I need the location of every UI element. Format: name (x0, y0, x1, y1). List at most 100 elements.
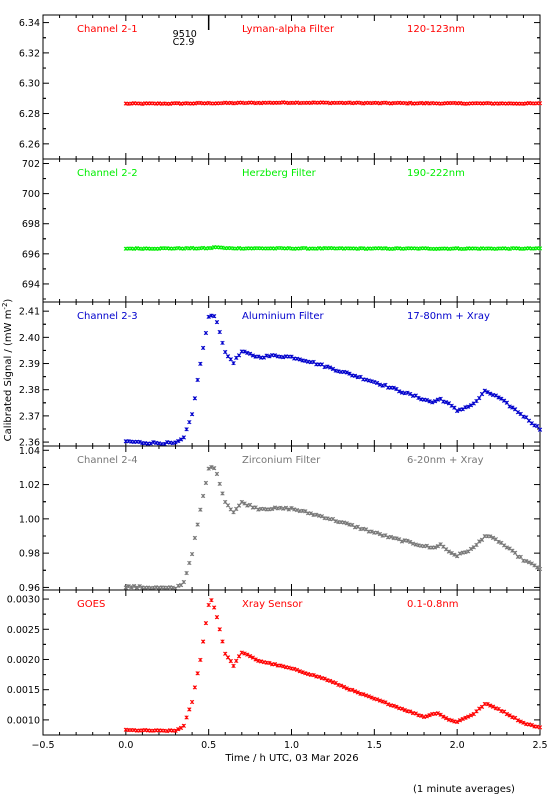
data-point (377, 531, 383, 537)
y-tick-label: 694 (22, 279, 40, 290)
x-tick-label: 2.0 (450, 740, 465, 751)
y-tick-label: 2.39 (19, 359, 40, 370)
y-tick-label: 6.30 (19, 79, 40, 90)
data-point (314, 512, 319, 517)
chart-panels: 6.26 6.28 6.30 6.32 6.34 Channel 2-1 Lyman-alp… (7, 14, 543, 736)
data-point (214, 615, 220, 620)
data-point (195, 522, 200, 527)
data-point (228, 357, 233, 362)
data-point (270, 506, 275, 512)
y-axis-label-superscript: -2 (1, 303, 9, 310)
data-point (507, 713, 512, 718)
data-point (195, 671, 200, 676)
data-point (504, 711, 510, 717)
data-point (212, 605, 217, 610)
data-point (200, 345, 206, 351)
data-point (316, 674, 322, 680)
data-point (488, 391, 493, 396)
data-point (388, 534, 394, 540)
data-point (311, 672, 316, 678)
data-point (524, 415, 529, 420)
channel-label: Channel 2-3 (77, 311, 138, 322)
data-point (242, 349, 247, 354)
panel-frame (42, 445, 541, 591)
data-point (341, 684, 347, 690)
series-points (123, 597, 543, 734)
data-point (253, 657, 258, 662)
data-point (297, 357, 302, 362)
data-point (209, 597, 214, 603)
data-point (187, 707, 192, 712)
data-point (405, 538, 410, 543)
data-point (339, 683, 344, 688)
data-point (488, 703, 493, 708)
data-point (347, 371, 352, 376)
data-point (510, 405, 515, 410)
data-point (223, 349, 228, 355)
x-axis-label: Time / h UTC, 03 Mar 2026 (224, 753, 358, 764)
data-point (281, 664, 286, 669)
data-point (137, 583, 142, 589)
data-point (247, 654, 253, 659)
data-point (126, 583, 131, 589)
data-point (427, 399, 432, 404)
panel-2: 694 696 698 700 702 Channel 2-2 Herzberg Filte… (22, 158, 543, 303)
data-point (449, 403, 454, 408)
data-point (361, 692, 366, 697)
y-tick-label: 2.41 (19, 307, 40, 318)
data-point (377, 698, 383, 703)
data-point (366, 694, 371, 699)
data-point (383, 700, 388, 705)
data-point (200, 639, 206, 644)
filter-label: Aluminium Filter (242, 311, 325, 322)
data-point (234, 506, 239, 512)
data-point (532, 563, 537, 568)
data-point (457, 551, 463, 556)
data-point (369, 695, 374, 700)
data-point (427, 713, 432, 718)
data-point (363, 693, 369, 698)
data-point (479, 537, 485, 542)
y-tick-label: 1.00 (19, 514, 40, 525)
data-point (435, 711, 440, 716)
data-point (328, 678, 333, 684)
y-tick-label: 2.36 (19, 438, 40, 449)
data-point (198, 361, 203, 366)
data-point (535, 423, 540, 429)
filter-label: Zirconium Filter (242, 455, 321, 466)
data-point (217, 627, 222, 632)
data-point (504, 400, 510, 405)
data-point (518, 554, 523, 560)
data-point (333, 680, 338, 686)
y-tick-label: 6.28 (19, 109, 40, 120)
data-point (319, 514, 325, 519)
data-point (212, 466, 217, 471)
data-point (455, 408, 460, 414)
data-point (184, 570, 189, 576)
data-point (236, 503, 242, 508)
data-point (173, 728, 178, 733)
data-point (281, 355, 286, 360)
data-point (250, 353, 255, 358)
data-point (198, 657, 203, 663)
data-point (352, 689, 358, 694)
data-point (443, 400, 449, 405)
data-point (466, 714, 471, 719)
data-point (408, 391, 413, 397)
data-point (206, 602, 211, 608)
data-point (214, 471, 220, 477)
data-point (220, 491, 225, 496)
data-point (333, 518, 338, 524)
band-label: 17-80nm + Xray (407, 311, 490, 322)
series-points (123, 313, 543, 447)
data-point (206, 466, 211, 471)
data-point (529, 722, 534, 728)
data-point (294, 507, 300, 513)
x-tick-label: 1.0 (284, 740, 299, 751)
data-point (203, 620, 209, 626)
data-point (325, 516, 330, 521)
data-point (278, 505, 283, 510)
data-point (223, 651, 228, 656)
data-point (137, 439, 142, 445)
data-point (482, 388, 487, 393)
